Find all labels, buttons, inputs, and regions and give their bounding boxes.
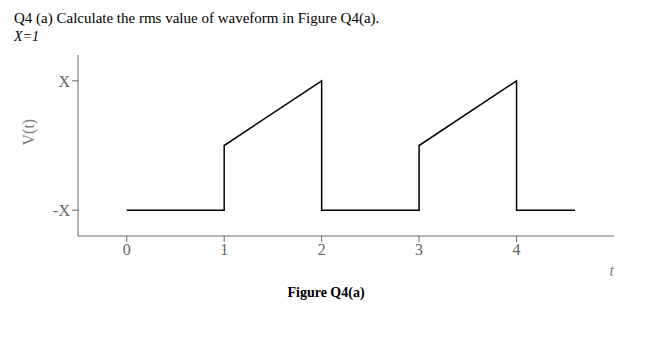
svg-text:X: X xyxy=(58,73,70,90)
svg-text:-X: -X xyxy=(53,202,70,219)
html-text:Q4 (a) Calculate the rms value: Q4 (a) Calculate the rms value of wavefo… xyxy=(14,10,380,26)
html-text:X=1: X=1 xyxy=(14,29,39,44)
svg-text:t: t xyxy=(610,262,615,279)
svg-text:3: 3 xyxy=(415,241,423,258)
svg-text:0: 0 xyxy=(123,241,131,258)
svg-text:2: 2 xyxy=(318,241,326,258)
svg-text:V(t): V(t) xyxy=(20,119,38,146)
html-text:Figure Q4(a): Figure Q4(a) xyxy=(287,285,365,300)
svg-text:1: 1 xyxy=(220,241,228,258)
svg-text:4: 4 xyxy=(513,241,521,258)
